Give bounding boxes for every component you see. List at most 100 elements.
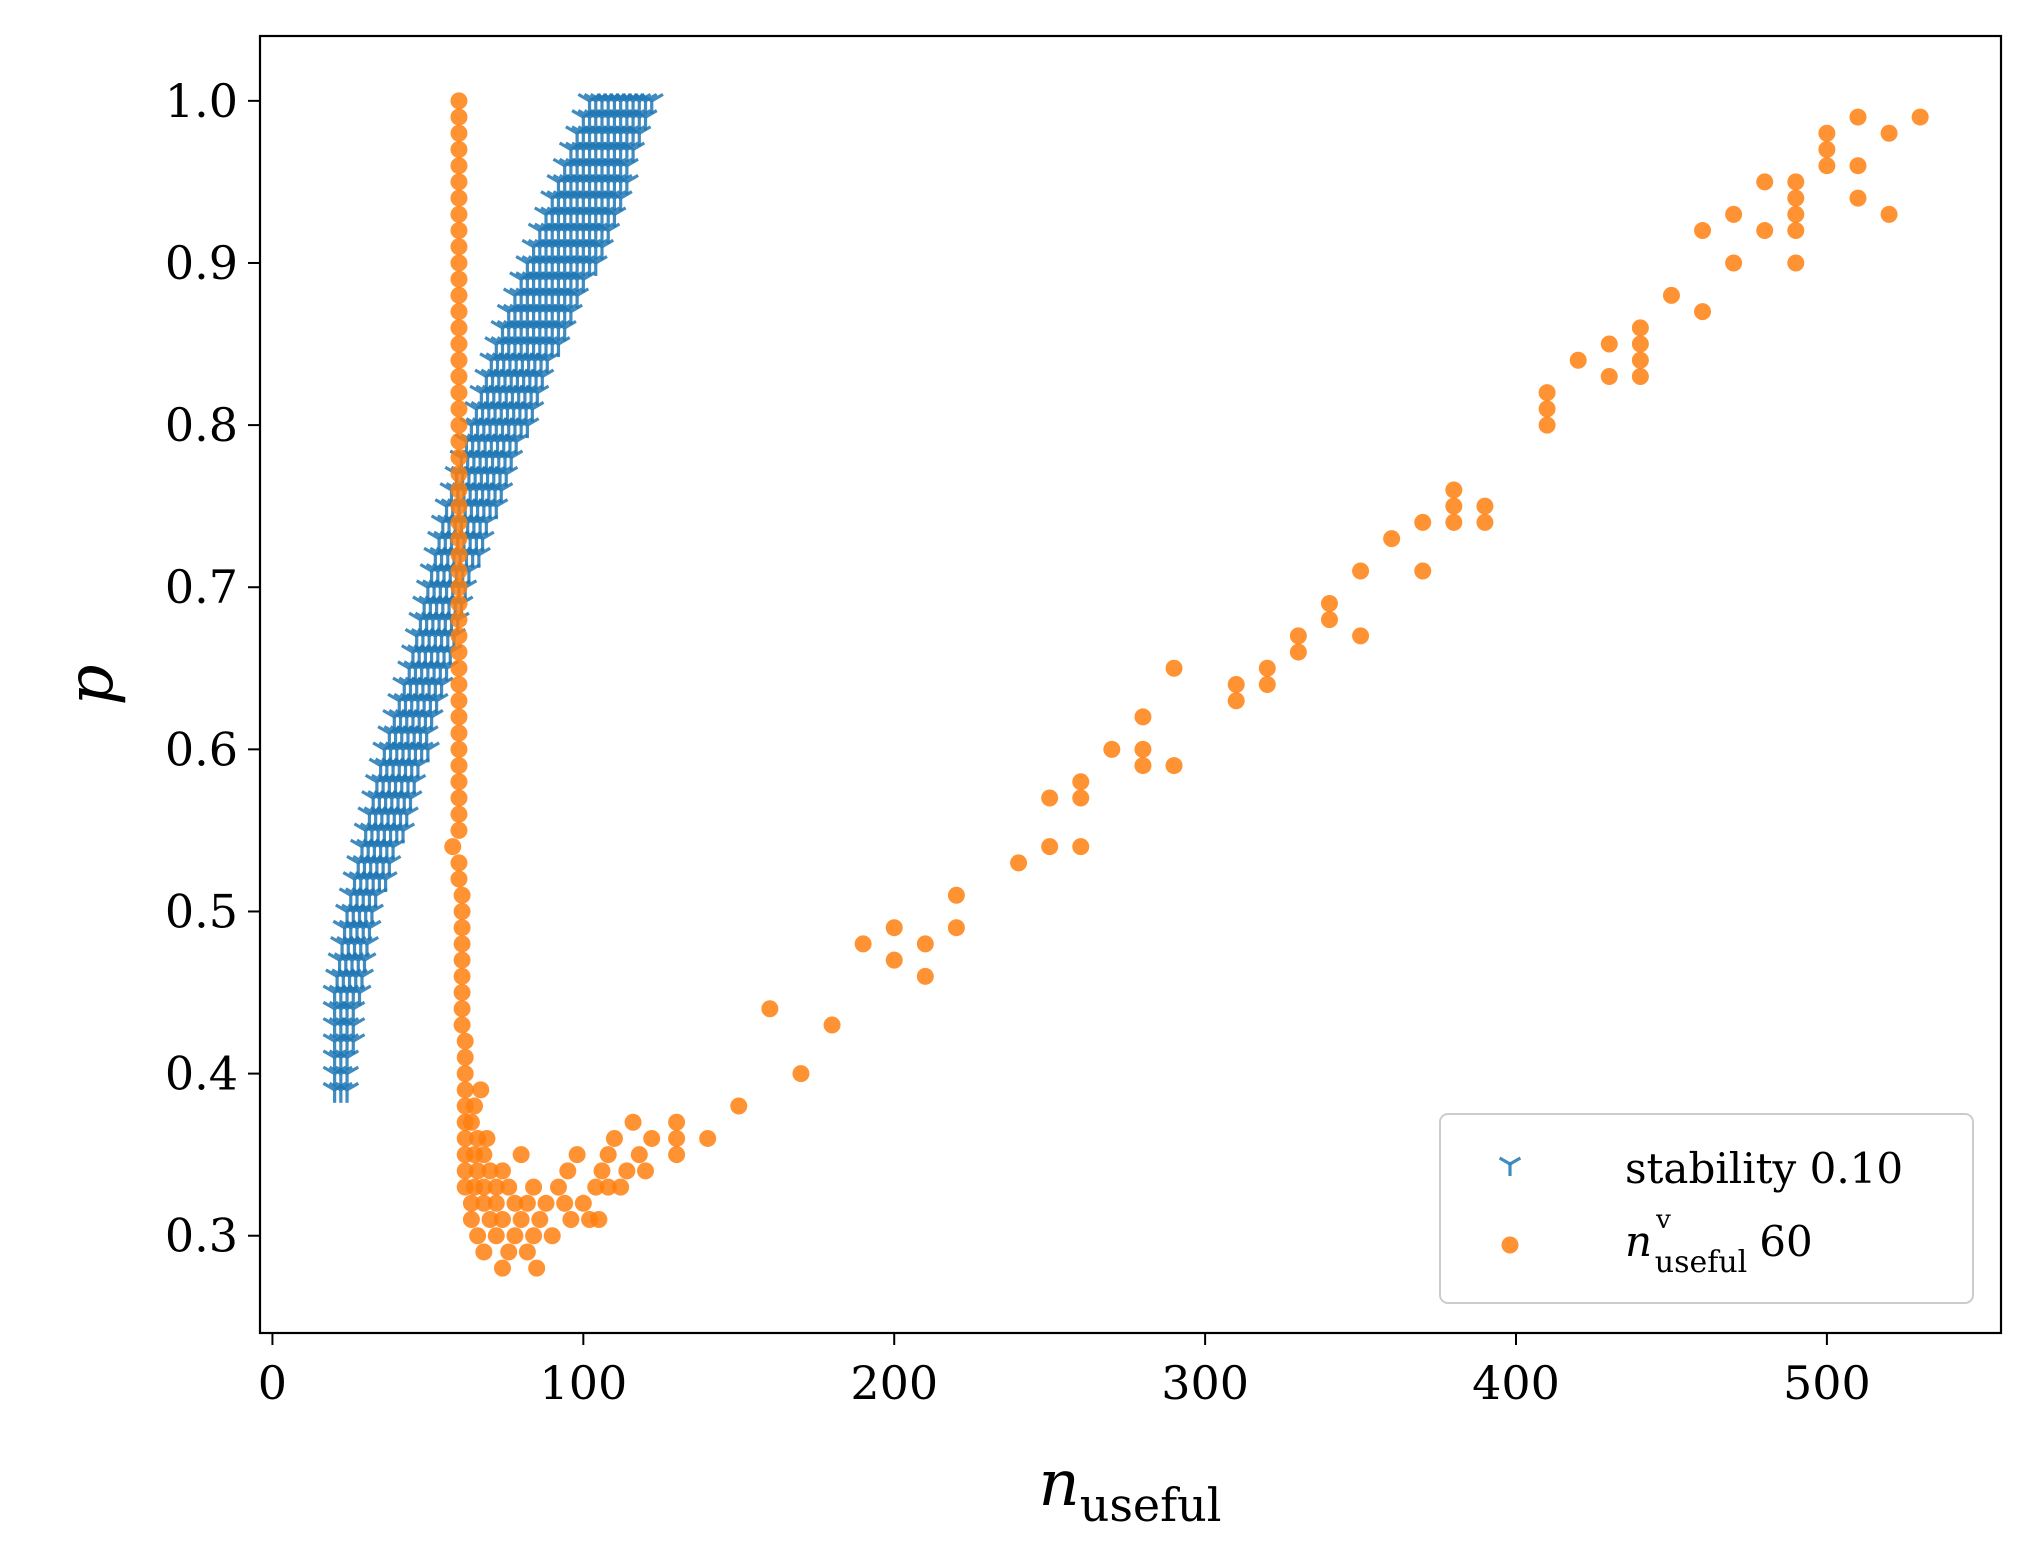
- y-tick-label: 1.0: [165, 74, 238, 128]
- nuseful-point: [637, 1162, 655, 1180]
- nuseful-point: [481, 1211, 499, 1229]
- nuseful-point: [1849, 108, 1867, 126]
- nuseful-point: [450, 481, 468, 499]
- nuseful-point: [500, 1178, 518, 1196]
- nuseful-point: [450, 140, 468, 158]
- nuseful-point: [450, 351, 468, 369]
- nuseful-point: [450, 611, 468, 629]
- nuseful-point: [450, 432, 468, 450]
- nuseful-point: [450, 740, 468, 758]
- nuseful-point: [1134, 708, 1152, 726]
- nuseful-point: [453, 1000, 471, 1018]
- nuseful-point: [531, 1211, 549, 1229]
- nuseful-point: [1041, 838, 1059, 856]
- nuseful-point: [854, 935, 872, 953]
- nuseful-point: [1134, 740, 1152, 758]
- stability-point: [639, 92, 664, 114]
- nuseful-point: [462, 1211, 480, 1229]
- nuseful-point: [1911, 108, 1929, 126]
- nuseful-point: [1818, 124, 1836, 142]
- nuseful-point: [562, 1211, 580, 1229]
- nuseful-point: [1072, 838, 1090, 856]
- nuseful-point: [450, 821, 468, 839]
- nuseful-point: [1445, 513, 1463, 531]
- nuseful-point: [450, 497, 468, 515]
- nuseful-point: [1165, 757, 1183, 775]
- nuseful-point: [462, 1113, 480, 1131]
- nuseful-point: [450, 254, 468, 272]
- nuseful-point: [1134, 757, 1152, 775]
- nuseful-point: [456, 1129, 474, 1147]
- nuseful-point: [450, 789, 468, 807]
- legend-label-nuseful: n v useful 60: [1625, 1205, 1813, 1280]
- nuseful-point: [1414, 513, 1432, 531]
- nuseful-point: [590, 1211, 608, 1229]
- nuseful-point: [450, 627, 468, 645]
- y-tick-label: 0.9: [165, 236, 238, 290]
- nuseful-point: [1631, 351, 1649, 369]
- nuseful-point: [568, 1146, 586, 1164]
- nuseful-point: [450, 367, 468, 385]
- nuseful-point: [450, 303, 468, 321]
- nuseful-point: [1849, 189, 1867, 207]
- nuseful-point: [450, 530, 468, 548]
- nuseful-point: [450, 157, 468, 175]
- y-tick-label: 0.5: [165, 884, 238, 938]
- nuseful-point: [1445, 481, 1463, 499]
- nuseful-point: [518, 1194, 536, 1212]
- nuseful-point: [1725, 254, 1743, 272]
- nuseful-point: [493, 1211, 511, 1229]
- nuseful-point: [1538, 384, 1556, 402]
- nuseful-point: [1476, 513, 1494, 531]
- nuseful-point: [1787, 205, 1805, 223]
- nuseful-point: [512, 1146, 530, 1164]
- nuseful-point: [493, 1162, 511, 1180]
- nuseful-point: [1010, 854, 1028, 872]
- nuseful-point: [450, 108, 468, 126]
- nuseful-point: [450, 189, 468, 207]
- nuseful-point: [1631, 319, 1649, 337]
- nuseful-point: [1320, 611, 1338, 629]
- nuseful-point: [1072, 789, 1090, 807]
- nuseful-point: [493, 1259, 511, 1277]
- nuseful-point: [823, 1016, 841, 1034]
- nuseful-point: [450, 659, 468, 677]
- nuseful-point: [450, 757, 468, 775]
- nuseful-point: [1414, 562, 1432, 580]
- x-tick-label: 400: [1472, 1356, 1560, 1410]
- nuseful-point: [947, 919, 965, 937]
- nuseful-point: [456, 1032, 474, 1050]
- nuseful-point: [450, 238, 468, 256]
- nuseful-point: [500, 1243, 518, 1261]
- nuseful-point: [506, 1194, 524, 1212]
- nuseful-point: [456, 1065, 474, 1083]
- nuseful-point: [599, 1146, 617, 1164]
- nuseful-point: [450, 335, 468, 353]
- nuseful-point: [593, 1162, 611, 1180]
- nuseful-point: [1787, 222, 1805, 240]
- nuseful-point: [1662, 286, 1680, 304]
- nuseful-point: [916, 935, 934, 953]
- nuseful-point: [1725, 205, 1743, 223]
- nuseful-point: [472, 1081, 490, 1099]
- x-tick-label: 500: [1783, 1356, 1871, 1410]
- nuseful-point: [466, 1097, 484, 1115]
- nuseful-point: [450, 319, 468, 337]
- nuseful-point: [450, 854, 468, 872]
- plot-frame: [258, 34, 2003, 1335]
- nuseful-point: [450, 870, 468, 888]
- nuseful-point: [450, 773, 468, 791]
- nuseful-point: [599, 1178, 617, 1196]
- y-axis-title: p: [54, 665, 128, 706]
- nuseful-point: [525, 1178, 543, 1196]
- nuseful-point: [1320, 594, 1338, 612]
- y-tick-label: 0.7: [165, 560, 238, 614]
- nuseful-point: [630, 1146, 648, 1164]
- nuseful-point: [1849, 157, 1867, 175]
- nuseful-point: [885, 951, 903, 969]
- nuseful-point: [1880, 205, 1898, 223]
- x-axis-title: nuseful: [1038, 1447, 1221, 1532]
- nuseful-point: [1880, 124, 1898, 142]
- nuseful-point: [450, 578, 468, 596]
- nuseful-point: [1041, 789, 1059, 807]
